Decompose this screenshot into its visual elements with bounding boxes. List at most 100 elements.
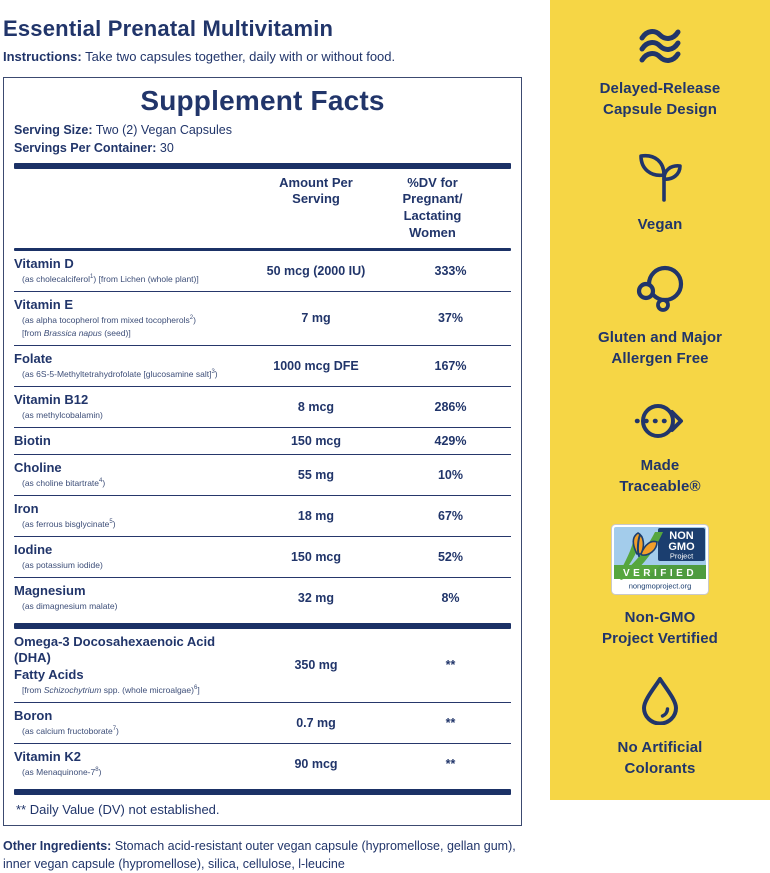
nutrient-source: (as cholecalciferol1) [from Lichen (whol…	[22, 274, 199, 285]
nutrient-dv: **	[445, 756, 456, 771]
other-ingredients-label: Other Ingredients:	[3, 838, 112, 853]
nutrient-amount: 32 mg	[297, 591, 335, 606]
nutrient-name: Vitamin K2	[14, 748, 81, 764]
nutrient-dv: 37%	[437, 311, 464, 326]
nutrient-dv: 333%	[434, 264, 467, 279]
nutrient-amount: 50 mcg (2000 IU)	[266, 264, 366, 279]
traceable-arrow-icon	[550, 399, 770, 443]
waves-icon	[550, 26, 770, 66]
nutrient-dv: 52%	[437, 550, 464, 565]
benefit-item: Delayed-Release Capsule Design	[550, 26, 770, 120]
nutrient-row: Vitamin B12 (as methylcobalamin) 8 mcg 2…	[14, 385, 511, 427]
divider-thick	[14, 623, 511, 630]
divider-thick	[14, 162, 511, 169]
divider-thick	[14, 788, 511, 795]
nutrient-amount: 55 mg	[297, 468, 335, 483]
benefit-label: Gluten and Major Allergen Free	[597, 329, 723, 367]
nutrient-amount: 350 mg	[294, 658, 338, 673]
benefit-item: NON GMO Project VERIFIED nongmoproject.o…	[550, 524, 770, 649]
nutrient-name: Iodine	[14, 542, 53, 558]
table-header-row: Amount Per Serving %DV for Pregnant/ Lac…	[14, 169, 511, 249]
nutrient-source: (as 6S-5-Methyltetrahydrofolate [glucosa…	[22, 369, 218, 380]
nongmo-verified-badge: NON GMO Project VERIFIED nongmoproject.o…	[550, 524, 770, 595]
nutrient-source: [from Schizochytrium spp. (whole microal…	[22, 684, 200, 695]
nutrient-dv: 429%	[434, 433, 467, 448]
nutrient-dv: 286%	[434, 399, 467, 414]
sprout-icon	[550, 146, 770, 202]
nutrient-source: (as ferrous bisglycinate5)	[22, 519, 116, 530]
column-header-dv: %DV for Pregnant/ Lactating Women	[402, 174, 463, 241]
svg-text:Project: Project	[670, 552, 694, 561]
nutrient-name: Vitamin B12	[14, 391, 89, 407]
supplement-facts-panel: Supplement Facts Serving Size: Two (2) V…	[3, 77, 522, 826]
benefit-label: Delayed-Release Capsule Design	[599, 80, 721, 118]
nutrient-row: Vitamin E (as alpha tocopherol from mixe…	[14, 291, 511, 345]
droplet-icon	[550, 675, 770, 725]
svg-text:nongmoproject.org: nongmoproject.org	[629, 582, 692, 591]
nutrient-source: (as dimagnesium malate)	[22, 601, 118, 612]
svg-text:GMO: GMO	[668, 541, 695, 553]
nutrient-row: Iodine (as potassium iodide) 150 mcg 52%	[14, 536, 511, 577]
nutrient-row: Omega-3 Docosahexaenoic Acid (DHA) Fatty …	[14, 629, 511, 702]
column-header-amount: Amount Per Serving	[279, 174, 353, 207]
nutrient-name: Vitamin E	[14, 297, 74, 313]
benefit-item: No Artificial Colorants	[550, 675, 770, 779]
nutrient-row: Biotin 150 mcg 429%	[14, 426, 511, 454]
nutrient-name: Magnesium	[14, 583, 86, 599]
product-label-page: Essential Prenatal Multivitamin Instruct…	[3, 0, 770, 871]
nutrient-amount: 18 mg	[297, 509, 335, 524]
nutrient-row: Boron (as calcium fructoborate7) 0.7 mg …	[14, 701, 511, 743]
nutrient-name: Omega-3 Docosahexaenoic Acid (DHA) Fatty …	[14, 634, 216, 682]
nutrient-dv: 167%	[434, 358, 467, 373]
nutrient-amount: 1000 mcg DFE	[273, 358, 359, 373]
benefit-label: Vegan	[637, 216, 683, 233]
nutrient-amount: 150 mcg	[290, 550, 342, 565]
nutrient-row: Vitamin D (as cholecalciferol1) [from Li…	[14, 251, 511, 291]
benefit-item: Made Traceable®	[550, 399, 770, 497]
benefits-sidebar: Delayed-Release Capsule Design Vegan Glut…	[550, 0, 770, 800]
benefit-label: Non-GMO Project Vertified	[602, 609, 718, 647]
instructions-label: Instructions:	[3, 49, 82, 65]
benefit-label: No Artificial Colorants	[617, 739, 703, 777]
nutrient-dv: 67%	[437, 509, 464, 524]
nutrient-source: (as Menaquinone-78)	[22, 766, 102, 777]
nutrient-amount: 8 mcg	[297, 399, 335, 414]
benefit-item: Vegan	[550, 146, 770, 236]
nutrient-row: Iron (as ferrous bisglycinate5) 18 mg 67…	[14, 495, 511, 536]
nutrient-source: (as choline bitartrate4)	[22, 478, 106, 489]
svg-text:NON: NON	[669, 530, 694, 542]
nutrient-amount: 150 mcg	[290, 433, 342, 448]
nutrient-source: (as calcium fructoborate7)	[22, 725, 119, 736]
nutrient-name: Choline	[14, 460, 62, 476]
header-underline	[14, 248, 511, 252]
nutrient-name: Biotin	[14, 432, 51, 448]
instructions-text: Instructions: Take two capsules together…	[3, 49, 396, 65]
nutrient-dv: 10%	[437, 468, 464, 483]
nutrient-source: (as potassium iodide)	[22, 560, 103, 571]
dv-footnote: ** Daily Value (DV) not established.	[16, 801, 220, 817]
serving-size-line: Serving Size: Two (2) Vegan Capsules	[14, 123, 232, 138]
nutrient-name: Boron	[14, 707, 53, 723]
nutrient-rows-secondary: Omega-3 Docosahexaenoic Acid (DHA) Fatty …	[14, 629, 511, 784]
nutrient-rows-main: Vitamin D (as cholecalciferol1) [from Li…	[14, 251, 511, 618]
page-title: Essential Prenatal Multivitamin	[3, 16, 334, 41]
nutrient-amount: 7 mg	[301, 311, 331, 326]
nutrient-source: (as alpha tocopherol from mixed tocopher…	[22, 315, 196, 339]
nutrient-amount: 0.7 mg	[296, 715, 336, 730]
nutrient-row: Choline (as choline bitartrate4) 55 mg 1…	[14, 454, 511, 495]
other-ingredients: Other Ingredients: Stomach acid-resistan…	[3, 838, 516, 871]
servings-per-container-line: Servings Per Container: 30	[14, 141, 174, 156]
nutrient-name: Iron	[14, 501, 39, 517]
benefit-item: Gluten and Major Allergen Free	[550, 261, 770, 369]
nutrient-name: Folate	[14, 350, 53, 366]
nutrient-dv: **	[445, 658, 456, 673]
nutrient-amount: 90 mcg	[294, 756, 338, 771]
benefit-label: Made Traceable®	[619, 457, 701, 495]
nutrient-dv: **	[445, 715, 456, 730]
nutrient-row: Magnesium (as dimagnesium malate) 32 mg …	[14, 577, 511, 618]
nutrient-name: Vitamin D	[14, 256, 74, 272]
molecule-icon	[550, 261, 770, 315]
nutrient-source: (as methylcobalamin)	[22, 410, 103, 421]
nutrient-row: Folate (as 6S-5-Methyltetrahydrofolate […	[14, 344, 511, 386]
svg-text:VERIFIED: VERIFIED	[623, 568, 697, 579]
